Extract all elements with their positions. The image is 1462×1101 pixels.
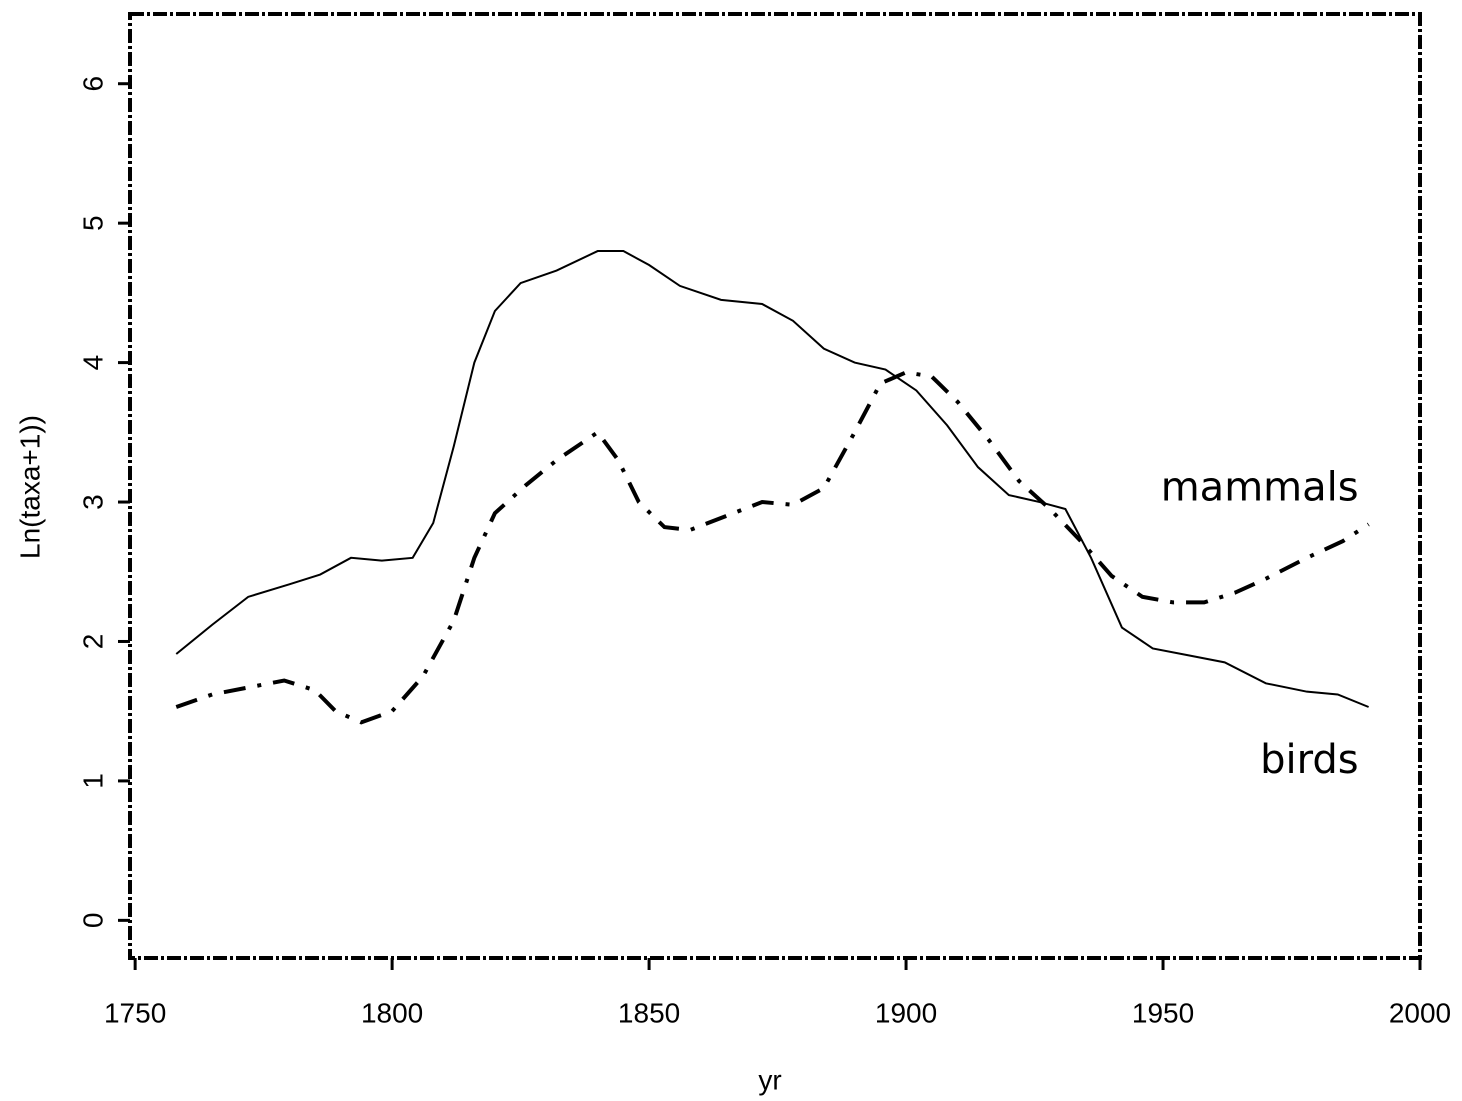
y-tick-label: 6 xyxy=(77,76,108,92)
series-line xyxy=(175,250,1369,708)
series-label: birds xyxy=(1260,737,1358,783)
x-axis-label: yr xyxy=(758,1064,781,1095)
y-tick-label: 1 xyxy=(77,773,108,789)
y-tick-label: 5 xyxy=(77,215,108,231)
x-tick-label: 1750 xyxy=(104,997,166,1028)
y-tick-label: 0 xyxy=(77,913,108,929)
x-tick-label: 1800 xyxy=(361,997,423,1028)
plot-frame xyxy=(128,12,1422,960)
y-tick-label: 4 xyxy=(77,355,108,371)
series-label: mammals xyxy=(1161,464,1359,510)
x-tick-label: 2000 xyxy=(1389,997,1451,1028)
y-axis-label: Ln(taxa+1)) xyxy=(14,415,45,559)
x-tick-label: 1900 xyxy=(875,997,937,1028)
series-line xyxy=(175,370,1370,725)
y-tick-label: 3 xyxy=(77,494,108,510)
x-tick-label: 1950 xyxy=(1132,997,1194,1028)
y-tick-label: 2 xyxy=(77,634,108,650)
x-tick-label: 1850 xyxy=(618,997,680,1028)
